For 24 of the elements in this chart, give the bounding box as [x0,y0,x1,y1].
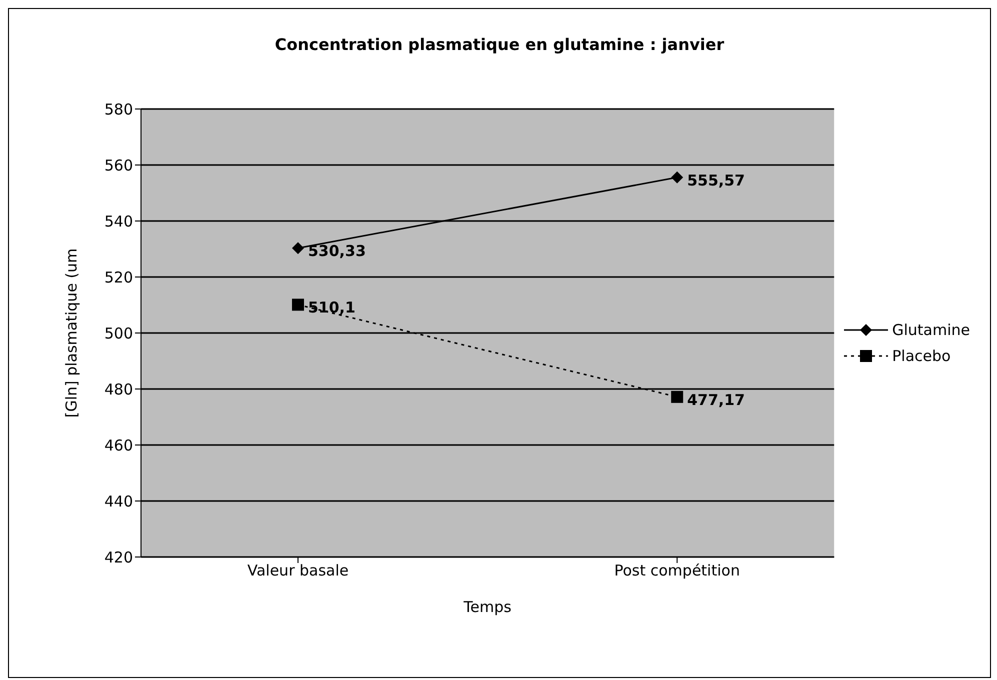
y-tick-label: 460 [104,436,133,454]
x-axis-title: Temps [462,598,512,616]
y-tick-label: 440 [104,492,133,510]
data-label: 530,33 [308,242,366,260]
y-tick-label: 580 [104,100,133,118]
data-label: 477,17 [687,390,745,409]
y-tick-label: 480 [104,380,133,398]
y-tick-label: 560 [104,156,133,174]
y-tick-label: 420 [104,548,133,566]
chart-title: Concentration plasmatique en glutamine : janvier [274,35,726,54]
legend-label: Glutamine [892,321,970,339]
point [292,242,304,254]
point [292,298,304,311]
point [671,390,684,403]
legend-label: Placebo [892,347,951,365]
x-tick-label: Post compétition [614,562,740,580]
y-tick-label: 540 [104,212,133,230]
x-tick-label: Valeur basale [247,562,349,580]
y-tick-label: 500 [104,324,133,342]
y-axis-title: [Gln] plasmatique (um [62,248,80,418]
data-label: 555,57 [687,171,745,190]
point [671,171,684,184]
y-tick-label: 520 [104,268,133,286]
data-label: 510,1 [308,298,356,317]
